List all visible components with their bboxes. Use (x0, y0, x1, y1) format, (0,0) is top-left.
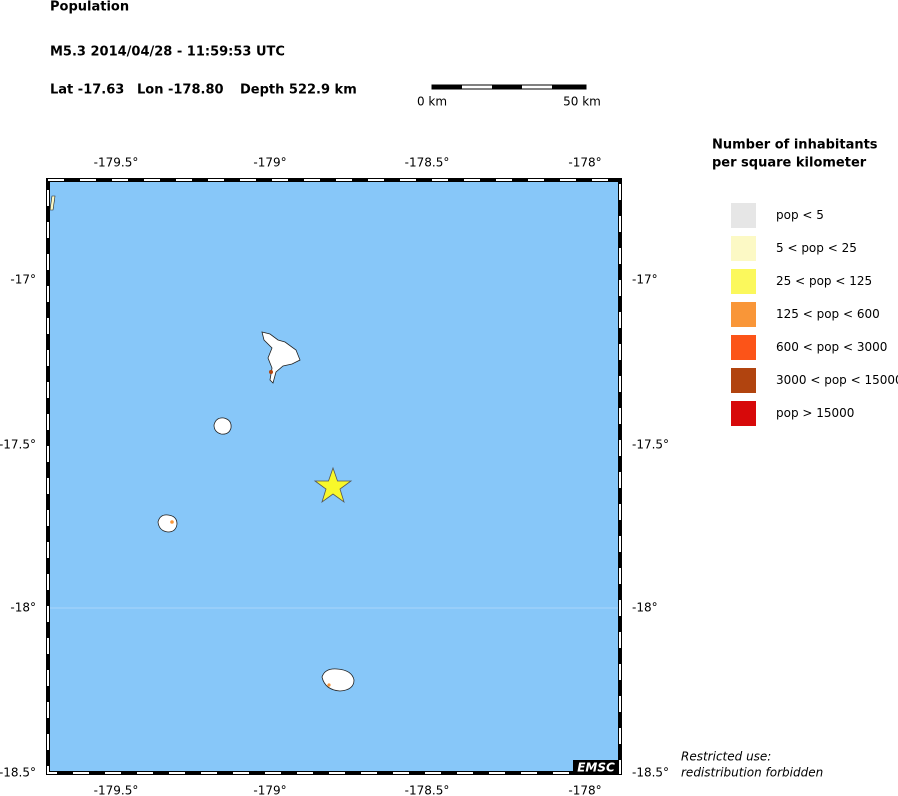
x-tick-label: -179° (253, 784, 286, 796)
settlement (327, 683, 331, 687)
legend-swatch (731, 269, 756, 294)
notice: redistribution forbidden (681, 766, 823, 780)
scale-label: 0 km (417, 95, 447, 109)
settlement (269, 370, 273, 374)
depth: Depth 522.9 km (240, 83, 357, 98)
legend-label: 3000 < pop < 15000 (776, 373, 898, 387)
y-tick-label: -18° (10, 601, 36, 615)
legend-label: 25 < pop < 125 (776, 274, 872, 288)
title: Population (50, 0, 129, 15)
legend-swatch (731, 335, 756, 360)
longitude: Lon -178.80 (137, 83, 224, 98)
badge: EMSC (577, 761, 615, 775)
y-tick-label: -17.5° (632, 438, 669, 452)
y-tick-label: -18.5° (0, 766, 36, 780)
legend-title: Number of inhabitants (712, 138, 878, 153)
scale-bar: 0 km 50 km (417, 84, 601, 109)
x-tick-label: -178° (568, 156, 601, 170)
island (49, 195, 56, 211)
badge-bg (573, 760, 619, 775)
map-frame-dash (47, 179, 621, 774)
x-tick-label: -179° (253, 156, 286, 170)
legend-label: 125 < pop < 600 (776, 307, 880, 321)
legend-title: per square kilometer (712, 156, 867, 171)
legend-label: pop > 15000 (776, 406, 854, 420)
y-tick-label: -18.5° (632, 766, 669, 780)
legend-swatch (731, 236, 756, 261)
latitude: Lat -17.63 (50, 83, 124, 98)
notice: Restricted use: (681, 750, 771, 764)
map: EMSC (46, 178, 622, 775)
legend-swatch (731, 203, 756, 228)
y-tick-label: -17.5° (0, 438, 36, 452)
scale-label: 50 km (563, 95, 601, 109)
x-tick-label: -178° (568, 784, 601, 796)
island (261, 331, 301, 384)
epicenter-star (313, 466, 353, 504)
island (157, 514, 178, 533)
scale-seg (432, 85, 462, 89)
settlement (170, 520, 174, 524)
y-tick-label: -18° (632, 601, 658, 615)
scale-seg (552, 85, 586, 89)
x-tick-label: -178.5° (405, 156, 450, 170)
x-tick-label: -179.5° (94, 156, 139, 170)
legend-label: 5 < pop < 25 (776, 241, 857, 255)
y-tick-label: -17° (632, 273, 658, 287)
x-tick-label: -179.5° (94, 784, 139, 796)
legend-swatch (731, 368, 756, 393)
island (213, 417, 232, 435)
legend-swatch (731, 302, 756, 327)
y-tick-label: -17° (10, 273, 36, 287)
scale-seg (492, 85, 522, 89)
legend-label: pop < 5 (776, 208, 824, 222)
legend-label: 600 < pop < 3000 (776, 340, 887, 354)
x-tick-label: -178.5° (405, 784, 450, 796)
event-info: M5.3 2014/04/28 - 11:59:53 UTC (50, 45, 285, 60)
legend-swatch (731, 401, 756, 426)
